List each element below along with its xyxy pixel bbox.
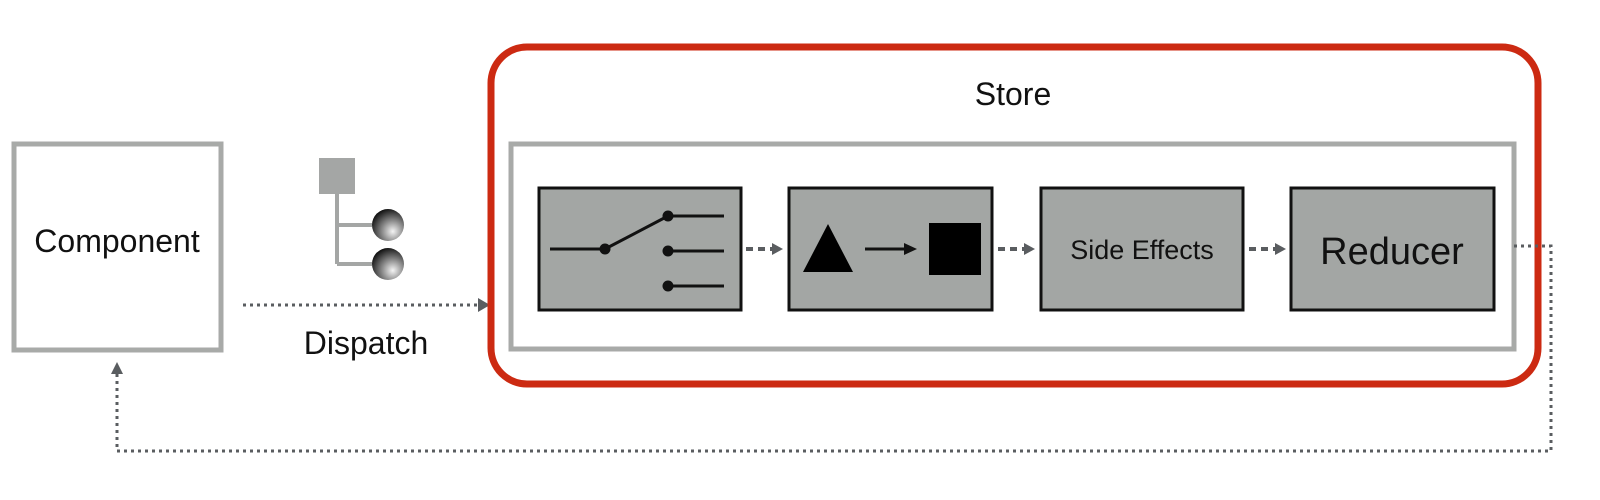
stage-connector-2 (998, 243, 1035, 255)
component-node: Component (11, 141, 224, 353)
store-label: Store (975, 76, 1051, 112)
component-label: Component (34, 223, 200, 259)
triangle-to-square-icon (803, 223, 981, 275)
stage-reducer: Reducer (1289, 186, 1496, 312)
stage-side-effects: Side Effects (1039, 186, 1245, 312)
switch-icon (550, 210, 724, 292)
stage-connector-3 (1249, 243, 1286, 255)
stage-transform (787, 186, 994, 312)
state-return-arrow (111, 244, 1553, 453)
dispatch-label: Dispatch (304, 325, 429, 361)
stage-connector-1 (746, 243, 783, 255)
store-container (487, 43, 1542, 388)
reducer-label: Reducer (1320, 231, 1464, 273)
component-box (11, 141, 224, 353)
action-tree-icon (319, 158, 404, 280)
side-effects-label: Side Effects (1070, 235, 1214, 265)
dispatch-arrow (243, 298, 490, 312)
stage-router (537, 186, 743, 312)
